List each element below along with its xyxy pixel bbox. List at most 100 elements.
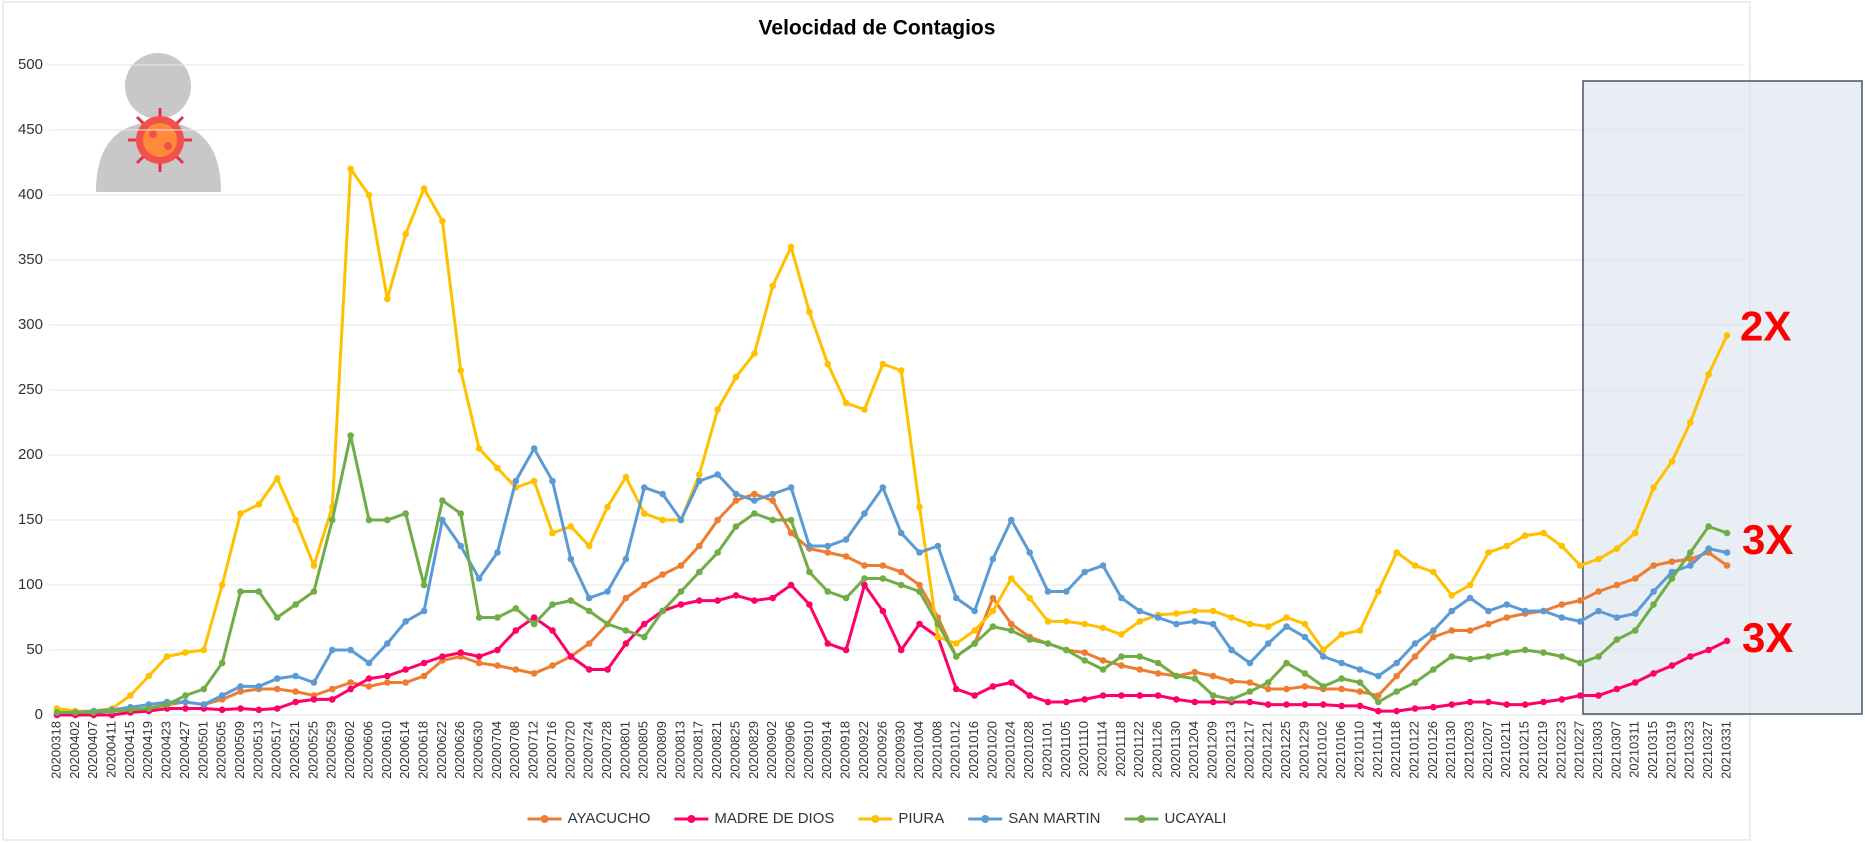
marker	[714, 471, 721, 478]
x-tick-label: 20201016	[966, 721, 981, 779]
marker	[824, 549, 832, 556]
marker	[806, 542, 813, 550]
marker	[1595, 653, 1602, 660]
marker	[218, 692, 226, 699]
marker	[1099, 562, 1107, 569]
x-tick-label: 20200521	[287, 721, 302, 779]
marker	[677, 516, 685, 524]
marker	[677, 588, 685, 595]
marker	[1375, 698, 1382, 706]
marker	[200, 646, 208, 654]
x-tick-label: 20210311	[1627, 721, 1642, 778]
x-tick-label: 20210319	[1663, 721, 1678, 779]
marker	[787, 243, 795, 251]
marker	[439, 217, 446, 225]
x-tick-label: 20210215	[1517, 721, 1532, 779]
x-tick-label: 20210126	[1425, 721, 1440, 779]
marker	[787, 516, 795, 524]
marker	[512, 605, 520, 612]
marker	[1448, 607, 1456, 615]
marker	[530, 620, 538, 628]
marker	[1705, 646, 1712, 654]
x-tick-label: 20210211	[1498, 721, 1513, 778]
marker	[585, 594, 593, 602]
marker	[659, 571, 666, 578]
marker	[1540, 529, 1547, 537]
marker	[879, 360, 887, 368]
marker	[1154, 659, 1162, 667]
marker	[1173, 610, 1180, 617]
marker	[1668, 458, 1676, 465]
legend-marker	[981, 815, 990, 823]
marker	[255, 683, 263, 690]
x-tick-label: 20201221	[1260, 721, 1275, 779]
marker	[1521, 607, 1529, 615]
marker	[824, 588, 832, 595]
x-tick-label: 20200809	[654, 721, 669, 779]
marker	[512, 666, 520, 673]
marker	[1411, 653, 1419, 660]
marker	[182, 649, 189, 656]
marker	[365, 516, 373, 524]
highlight-box	[1582, 80, 1863, 715]
marker	[182, 692, 189, 699]
marker	[1723, 549, 1731, 556]
x-tick-label: 20200712	[526, 721, 541, 779]
marker	[328, 646, 336, 654]
y-tick-label: 400	[18, 186, 43, 203]
marker	[384, 672, 391, 680]
marker	[640, 633, 648, 641]
marker	[1136, 618, 1144, 625]
marker	[1246, 659, 1254, 667]
marker	[1099, 692, 1107, 699]
marker	[1319, 653, 1327, 660]
marker	[1430, 703, 1437, 711]
x-tick-label: 20200423	[159, 721, 174, 779]
marker	[420, 607, 428, 615]
marker	[1007, 575, 1015, 582]
x-tick-label: 20200825	[727, 721, 742, 779]
x-tick-label: 20200427	[177, 721, 192, 779]
marker	[1466, 655, 1474, 663]
marker	[494, 662, 501, 669]
x-tick-label: 20200602	[342, 721, 357, 779]
marker	[1118, 653, 1125, 660]
marker	[1283, 701, 1290, 708]
marker	[1007, 679, 1015, 686]
marker	[861, 581, 868, 589]
marker	[787, 529, 795, 537]
marker	[604, 588, 611, 595]
y-tick-label: 100	[18, 576, 43, 593]
marker	[861, 562, 868, 569]
x-tick-label: 20201105	[1058, 721, 1073, 778]
marker	[1466, 698, 1474, 706]
marker	[1430, 627, 1437, 634]
marker	[1631, 679, 1639, 686]
marker	[1026, 636, 1033, 643]
x-tick-label: 20200517	[269, 721, 284, 779]
marker	[1686, 653, 1694, 660]
marker	[1393, 688, 1400, 695]
marker	[787, 581, 795, 589]
marker	[971, 627, 978, 634]
marker	[1081, 649, 1088, 656]
marker	[512, 627, 520, 634]
marker	[1228, 614, 1235, 621]
marker	[897, 529, 905, 537]
marker	[1118, 662, 1125, 669]
marker	[714, 597, 721, 604]
marker	[1485, 698, 1492, 706]
legend: AYACUCHO MADRE DE DIOS PIURA SAN MARTIN UCAY…	[527, 810, 1226, 827]
marker	[1228, 646, 1235, 654]
marker	[622, 473, 630, 481]
marker	[1246, 679, 1254, 686]
icon	[96, 53, 221, 192]
marker	[585, 542, 593, 550]
marker	[1228, 677, 1235, 685]
marker	[1466, 581, 1474, 589]
legend-marker	[687, 815, 696, 823]
marker	[384, 295, 391, 303]
marker	[1154, 670, 1162, 677]
marker	[861, 510, 868, 517]
